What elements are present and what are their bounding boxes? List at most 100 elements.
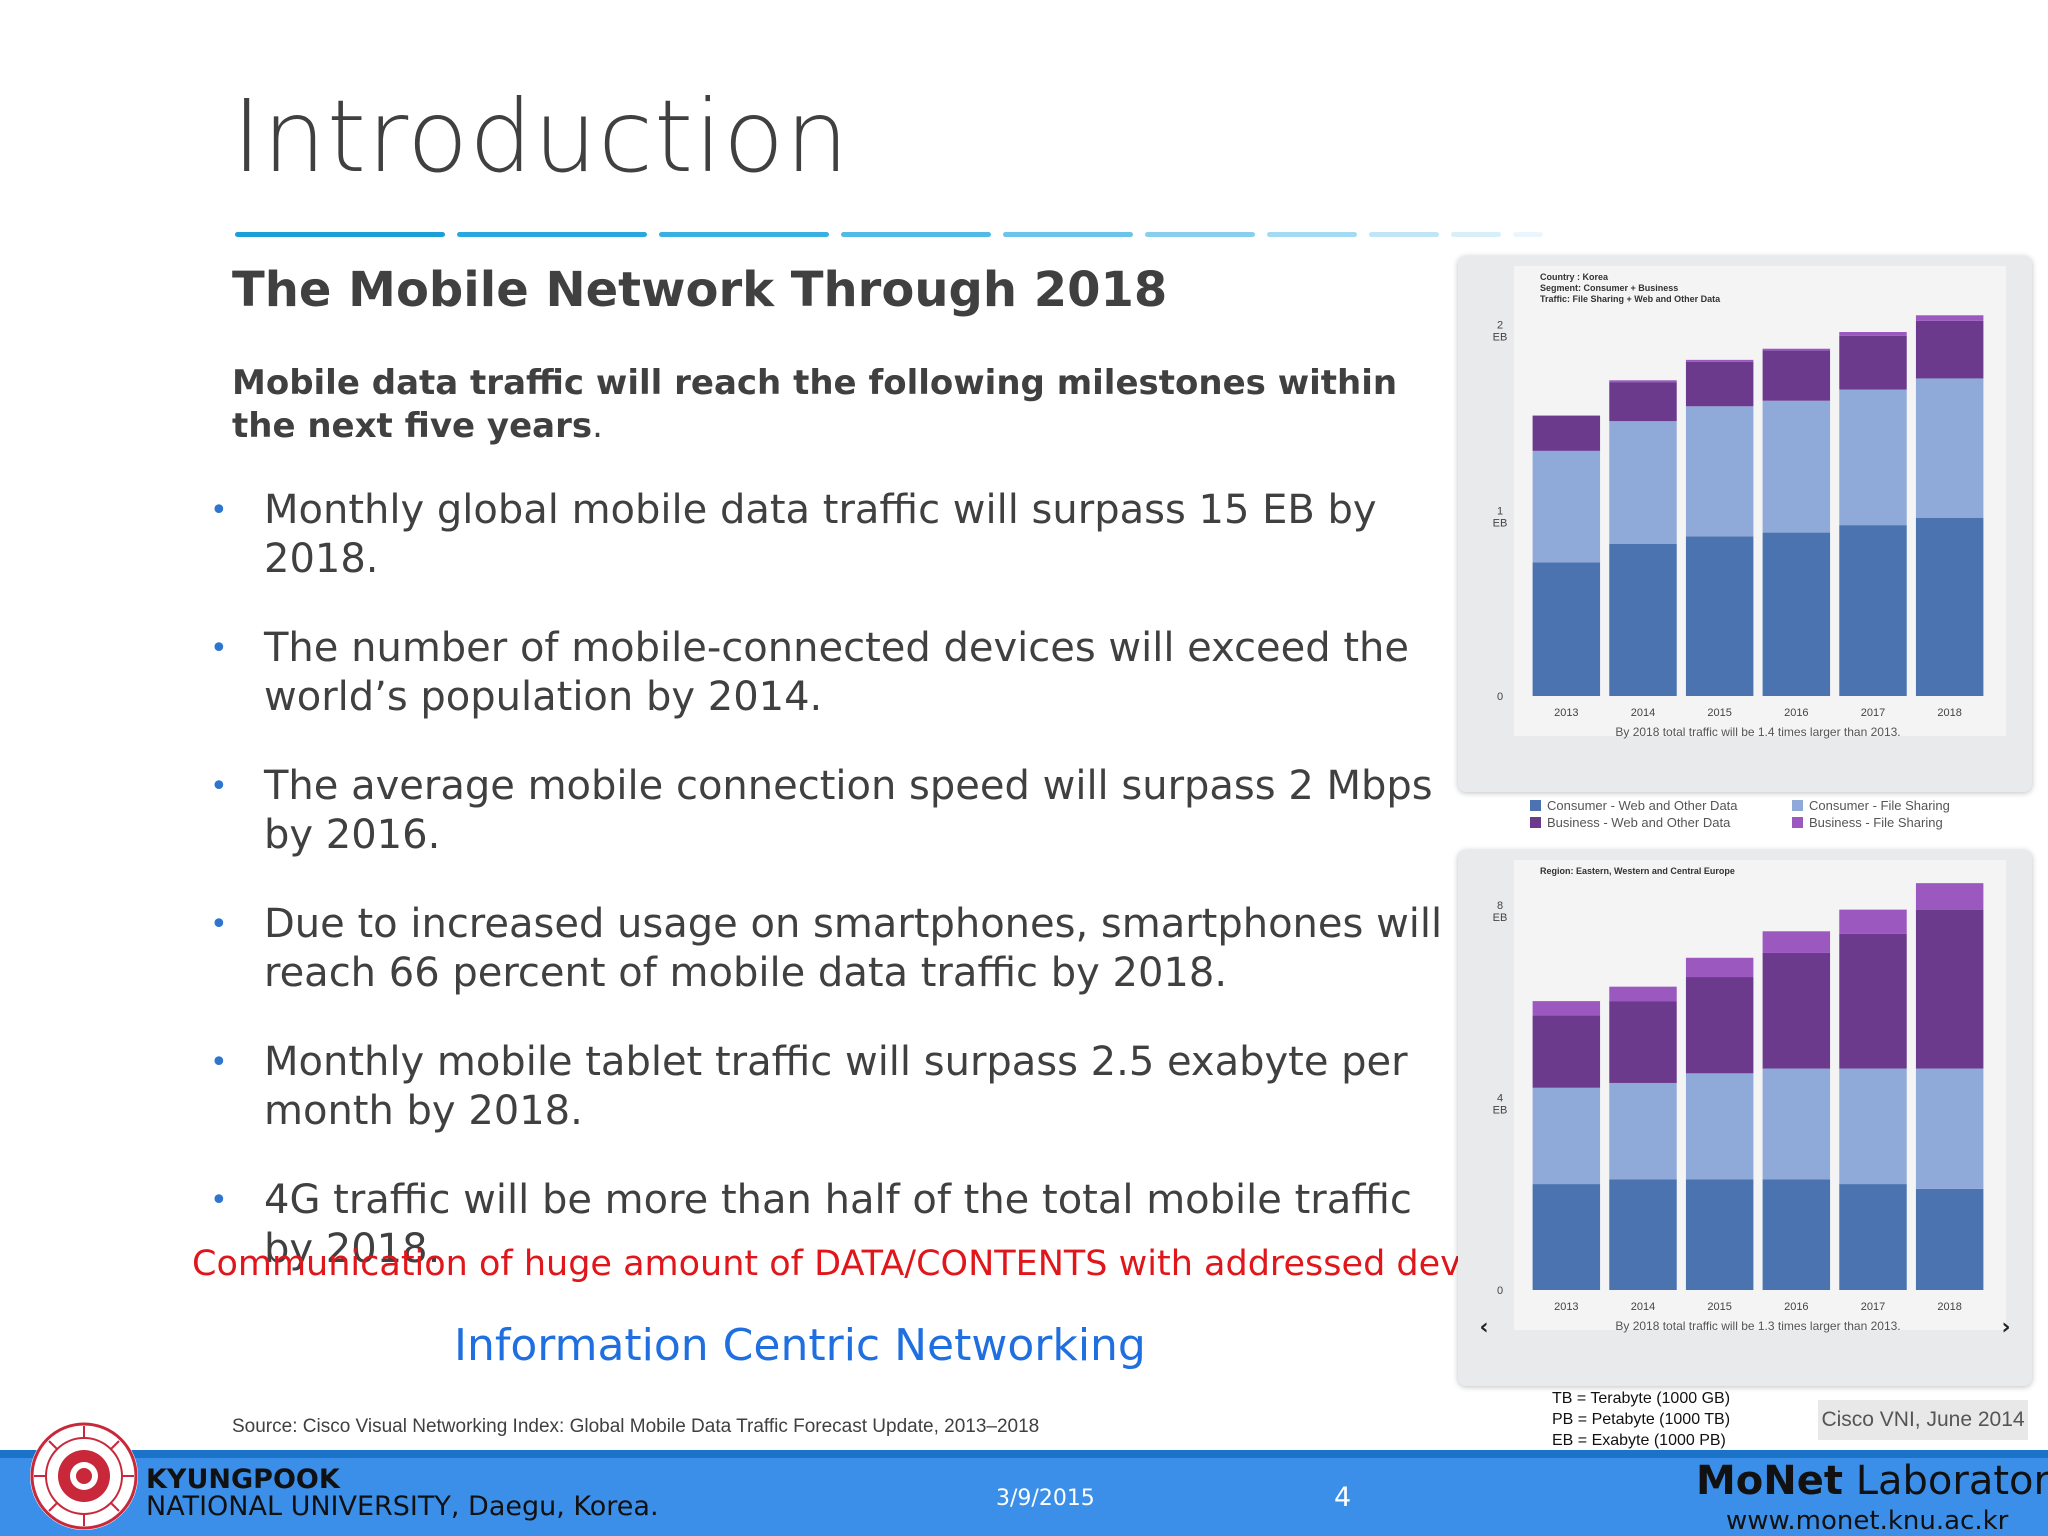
bullet-dot-icon: • bbox=[210, 1045, 228, 1080]
lab-url: www.monet.knu.ac.kr bbox=[1726, 1506, 2009, 1536]
y-tick-label: 8 bbox=[1497, 900, 1503, 912]
bar-segment bbox=[1839, 389, 1907, 526]
bullet-text: Monthly mobile tablet traffic will surpa… bbox=[264, 1039, 1408, 1134]
bar-segment bbox=[1915, 320, 1984, 379]
bullet-item: • 4G traffic will be more than half of th… bbox=[210, 1176, 1460, 1274]
bar-segment bbox=[1609, 1179, 1677, 1290]
y-tick-label: 4 bbox=[1497, 1092, 1503, 1104]
legend-item: Consumer - File Sharing bbox=[1792, 798, 1950, 813]
bar-segment bbox=[1839, 1184, 1907, 1290]
y-tick-unit: EB bbox=[1493, 912, 1508, 924]
korea-traffic-chart: Country : Korea Segment: Consumer + Busin… bbox=[1458, 256, 2032, 792]
y-tick-label: 1 bbox=[1497, 505, 1503, 517]
bar-segment bbox=[1762, 400, 1831, 533]
bar-segment bbox=[1839, 332, 1907, 336]
y-tick-unit: EB bbox=[1493, 332, 1508, 344]
unit-line: PB = Petabyte (1000 TB) bbox=[1552, 1411, 1731, 1428]
legend-label: Business - Web and Other Data bbox=[1547, 815, 1731, 830]
unit-definitions: TB = Terabyte (1000 GB) PB = Petabyte (1… bbox=[1552, 1388, 1730, 1451]
legend-swatch bbox=[1792, 800, 1803, 811]
intro-bold: Mobile data traffic will reach the follo… bbox=[232, 363, 1398, 446]
bullet-item: • The average mobile connection speed wil… bbox=[210, 762, 1460, 860]
bullet-text: The number of mobile-connected devices w… bbox=[264, 625, 1410, 720]
x-tick-label: 2017 bbox=[1861, 1301, 1885, 1313]
unit-line: TB = Terabyte (1000 GB) bbox=[1552, 1390, 1731, 1407]
chart-meta-text: Segment: Consumer + Business bbox=[1540, 283, 1678, 293]
y-tick-label: 0 bbox=[1497, 1285, 1503, 1297]
x-tick-label: 2013 bbox=[1554, 1301, 1578, 1313]
highlight-note: Communication of huge amount of DATA/CON… bbox=[192, 1244, 1541, 1284]
bullet-item: • Monthly global mobile data traffic will… bbox=[210, 486, 1460, 584]
bar-segment bbox=[1609, 986, 1677, 1002]
cisco-source-badge: Cisco VNI, June 2014 bbox=[1818, 1400, 2028, 1440]
chart-meta-text: Region: Eastern, Western and Central Eur… bbox=[1540, 866, 1735, 876]
page-number: 4 bbox=[1334, 1482, 1352, 1513]
legend-swatch bbox=[1792, 817, 1803, 828]
bar-segment bbox=[1839, 335, 1907, 390]
legend-label: Business - File Sharing bbox=[1809, 815, 1943, 830]
x-tick-label: 2014 bbox=[1631, 707, 1655, 719]
x-tick-label: 2014 bbox=[1631, 1301, 1655, 1313]
chevron-left-icon[interactable]: ‹ bbox=[1479, 1315, 1488, 1340]
lab-name-rest: Laboratory bbox=[1855, 1458, 2048, 1504]
bullet-dot-icon: • bbox=[210, 1183, 228, 1218]
legend-item: Business - Web and Other Data bbox=[1530, 815, 1730, 830]
bar-segment bbox=[1762, 532, 1831, 696]
bar-segment bbox=[1609, 382, 1677, 422]
bar-segment bbox=[1532, 1001, 1601, 1016]
y-tick-label: 0 bbox=[1497, 691, 1503, 703]
bar-segment bbox=[1839, 1068, 1907, 1185]
bar-segment bbox=[1685, 361, 1754, 407]
bar-segment bbox=[1915, 909, 1984, 1069]
legend-item: Consumer - Web and Other Data bbox=[1530, 798, 1738, 813]
bar-segment bbox=[1839, 909, 1907, 934]
bar-segment bbox=[1609, 421, 1677, 544]
bar-segment bbox=[1762, 1068, 1831, 1180]
source-citation: Source: Cisco Visual Networking Index: G… bbox=[232, 1416, 1040, 1437]
bar-segment bbox=[1915, 1188, 1984, 1290]
bar-segment bbox=[1532, 1015, 1601, 1088]
bar-segment bbox=[1839, 933, 1907, 1069]
bar-segment bbox=[1609, 1001, 1677, 1083]
bar-segment bbox=[1915, 517, 1984, 696]
unit-line: EB = Exabyte (1000 PB) bbox=[1552, 1432, 1726, 1449]
x-tick-label: 2015 bbox=[1707, 1301, 1731, 1313]
bar-segment bbox=[1685, 359, 1754, 362]
university-name-rest: NATIONAL UNIVERSITY, Daegu, Korea. bbox=[146, 1491, 659, 1522]
bar-segment bbox=[1532, 1184, 1601, 1290]
legend-label: Consumer - File Sharing bbox=[1809, 798, 1950, 813]
bullet-dot-icon: • bbox=[210, 907, 228, 942]
university-name: KYUNGPOOK NATIONAL UNIVERSITY, Daegu, Ko… bbox=[146, 1466, 659, 1520]
bar-segment bbox=[1762, 348, 1831, 351]
title-underline bbox=[235, 232, 1595, 238]
bullet-item: • Due to increased usage on smartphones, … bbox=[210, 900, 1460, 998]
x-tick-label: 2017 bbox=[1861, 707, 1885, 719]
bullet-item: • The number of mobile-connected devices … bbox=[210, 624, 1460, 722]
intro-period: . bbox=[592, 406, 603, 446]
bullet-dot-icon: • bbox=[210, 769, 228, 804]
bar-segment bbox=[1915, 1068, 1984, 1189]
lab-name: MoNet Laboratory bbox=[1696, 1458, 2048, 1504]
bullet-text: Monthly global mobile data traffic will … bbox=[264, 487, 1377, 582]
bar-segment bbox=[1762, 931, 1831, 953]
y-tick-unit: EB bbox=[1493, 517, 1508, 529]
bar-segment bbox=[1609, 380, 1677, 383]
bullet-dot-icon: • bbox=[210, 631, 228, 666]
bar-segment bbox=[1532, 562, 1601, 696]
bar-segment bbox=[1685, 977, 1754, 1074]
bar-segment bbox=[1762, 952, 1831, 1069]
bar-segment bbox=[1915, 883, 1984, 910]
slide-subtitle: The Mobile Network Through 2018 bbox=[232, 262, 1168, 318]
chart-meta-text: Country : Korea bbox=[1540, 272, 1609, 282]
y-tick-unit: EB bbox=[1493, 1104, 1508, 1116]
bar-segment bbox=[1609, 1082, 1677, 1180]
chevron-right-icon[interactable]: › bbox=[2001, 1315, 2010, 1340]
bar-segment bbox=[1685, 1179, 1754, 1290]
lab-name-bold: MoNet bbox=[1696, 1458, 1844, 1504]
x-tick-label: 2015 bbox=[1707, 707, 1731, 719]
bullet-text: Due to increased usage on smartphones, s… bbox=[264, 901, 1443, 996]
bar-segment bbox=[1532, 450, 1601, 563]
x-tick-label: 2013 bbox=[1554, 707, 1578, 719]
legend-swatch bbox=[1530, 800, 1541, 811]
